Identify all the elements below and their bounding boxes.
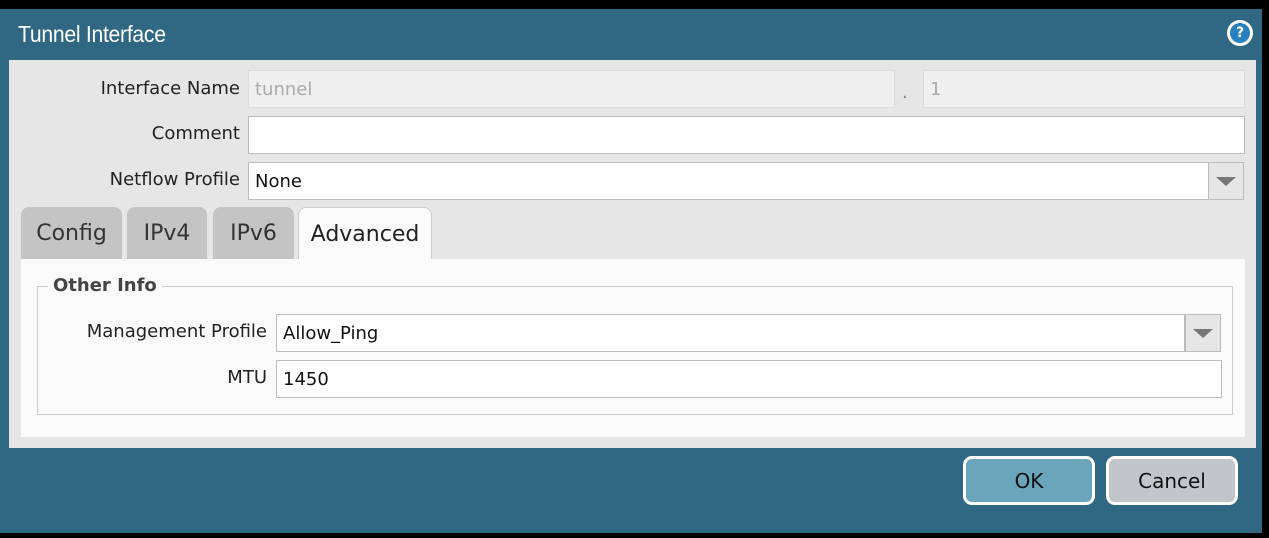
tab-config[interactable]: Config <box>21 207 122 259</box>
mtu-input[interactable]: 1450 <box>276 360 1222 398</box>
tab-ipv4[interactable]: IPv4 <box>127 207 207 259</box>
help-icon[interactable]: ? <box>1227 20 1253 46</box>
management-profile-label: Management Profile <box>86 321 267 342</box>
form-panel: Interface Name tunnel . 1 Comment Netflo… <box>9 60 1256 448</box>
dialog-title: Tunnel Interface <box>18 21 166 47</box>
interface-name-input[interactable]: tunnel <box>248 70 895 108</box>
interface-name-label: Interface Name <box>100 78 240 99</box>
advanced-tab-content: Other Info Management Profile Allow_Ping… <box>21 259 1245 437</box>
management-profile-select[interactable]: Allow_Ping <box>276 314 1185 352</box>
ok-button[interactable]: OK <box>963 456 1095 505</box>
section-title: Other Info <box>48 275 162 296</box>
netflow-profile-select[interactable]: None <box>248 162 1209 200</box>
tab-advanced[interactable]: Advanced <box>298 207 432 260</box>
comment-input[interactable] <box>248 116 1245 154</box>
netflow-profile-label: Netflow Profile <box>109 169 240 190</box>
tab-ipv6[interactable]: IPv6 <box>213 207 294 259</box>
mtu-label: MTU <box>227 367 267 388</box>
other-info-section: Other Info Management Profile Allow_Ping… <box>37 275 1233 415</box>
chevron-down-icon[interactable] <box>1208 162 1244 200</box>
interface-number-input[interactable]: 1 <box>923 70 1245 108</box>
comment-label: Comment <box>151 123 240 144</box>
interface-separator: . <box>902 82 908 103</box>
chevron-down-icon[interactable] <box>1185 314 1221 352</box>
cancel-button[interactable]: Cancel <box>1106 456 1238 505</box>
